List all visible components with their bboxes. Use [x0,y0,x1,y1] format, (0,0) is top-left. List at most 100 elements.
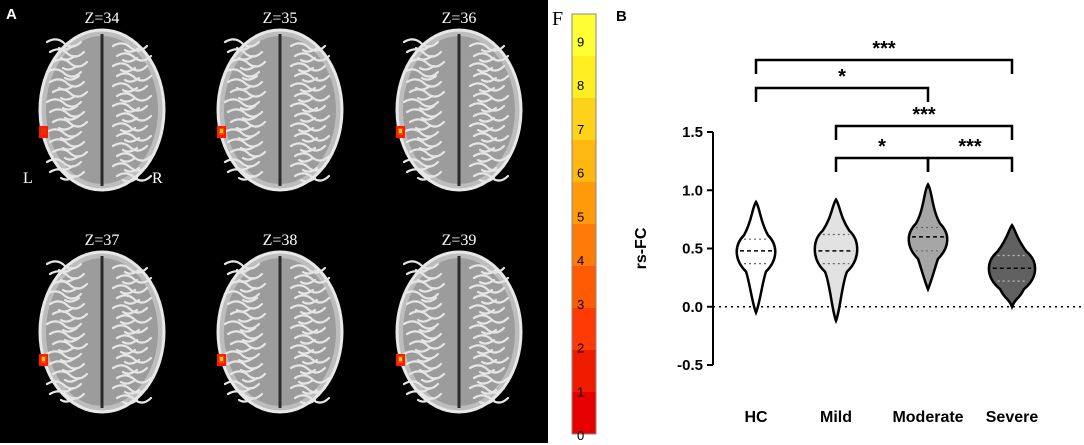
brain-image [216,28,344,192]
gyrus-inner-right [301,106,319,113]
gyrus-right [115,112,153,122]
gyrus-left [51,340,89,350]
gyrus-inner-left [237,94,255,101]
gyrus-inner-right [299,338,317,345]
brain-slice: Z=35 [215,10,345,192]
gyrus-inner-right [121,278,139,285]
gyrus-right [289,42,327,52]
colorbar-tick-label: 6 [577,166,584,181]
gyrus-inner-right [121,116,139,123]
gyrus-inner-right [480,298,498,305]
gyrus-left [408,118,446,128]
colorbar-border [571,13,597,435]
gyrus-inner-left [418,104,436,111]
gyrus-left [226,78,264,88]
gyrus-left [223,128,261,138]
left-label: L [23,170,33,187]
gyrus-left [51,310,89,320]
gyrus-inner-right [480,268,498,275]
gyrus-left [408,310,446,320]
significance-label: *** [872,38,896,60]
gyrus-inner-right [123,298,141,305]
gyrus-inner-left [63,376,81,383]
gyrus-inner-right [119,126,137,133]
gyrus-inner-left [61,286,79,293]
gyrus-inner-right [123,358,141,365]
gyrus-left [48,300,86,310]
y-tick-label: 1.0 [682,182,703,199]
gyrus-inner-left [237,174,255,181]
gyrus-right [468,82,506,92]
slice-label: Z=35 [262,10,298,27]
gyrus-inner-left [239,144,257,151]
gyrus-left [405,168,443,178]
gyrus-inner-right [121,398,139,405]
gyrus-inner-right [121,368,139,375]
gyrus-left [45,290,83,300]
gyrus-right [293,334,331,344]
gyrus-right [289,62,327,72]
activation-peak [220,129,223,133]
gyrus-inner-right [301,388,319,395]
gyrus-left [48,390,86,400]
gyrus-right [472,172,510,182]
gyrus-right [472,394,510,404]
gyrus-right [472,354,510,364]
y-tick-label: 1.5 [682,124,703,141]
gyrus-right [115,132,153,142]
gyrus-left [48,270,86,280]
gyrus-left [226,360,264,370]
gyrus-inner-left [61,366,79,373]
gyrus-left [405,138,443,148]
gyrus-inner-left [63,336,81,343]
gyrus-right [468,304,506,314]
gyrus-left [408,88,446,98]
gyrus-inner-right [476,96,494,103]
colorbar-tick-label: 9 [577,34,584,49]
gyrus-left [223,380,261,390]
brain-slice: Z=34 [37,10,167,192]
gyrus-right [472,294,510,304]
gyrus-inner-left [241,376,259,383]
gyrus-left [402,380,440,390]
gyrus-right [468,142,506,152]
gyrus-inner-right [121,146,139,153]
gyrus-inner-left [418,326,436,333]
gyrus-left [226,48,264,58]
gyrus-inner-right [121,308,139,315]
gyrus-inner-right [301,166,319,173]
gyrus-inner-right [299,368,317,375]
gyrus-inner-left [241,336,259,343]
gyrus-inner-left [241,154,259,161]
gyrus-inner-left [418,64,436,71]
gyrus-inner-right [119,318,137,325]
gyrus-left [229,310,267,320]
gyrus-left [408,148,446,158]
slice-label: Z=36 [441,10,477,27]
gyrus-right [293,52,331,62]
colorbar-segment [572,266,596,309]
gyrus-inner-left [57,124,75,131]
gyrus-inner-right [123,76,141,83]
gyrus-left [223,38,261,48]
gyrus-left [226,138,264,148]
gyrus-right [289,284,327,294]
gyrus-left [405,270,443,280]
gyrus-inner-left [59,174,77,181]
gyrus-right [468,122,506,132]
gyri [402,38,510,183]
gyrus-right [472,132,510,142]
gyrus-right [468,264,506,274]
gyrus-inner-right [301,136,319,143]
gyrus-inner-left [414,124,432,131]
gyrus-inner-right [119,96,137,103]
gyrus-inner-left [235,346,253,353]
gyrus-inner-left [61,64,79,71]
colorbar-segment [572,56,596,99]
y-tick-label: 0.5 [682,241,703,258]
gyrus-inner-right [478,338,496,345]
gyrus-left [48,138,86,148]
gyrus-inner-right [123,328,141,335]
colorbar-tick-label: 5 [577,209,584,224]
gyrus-right [111,42,149,52]
